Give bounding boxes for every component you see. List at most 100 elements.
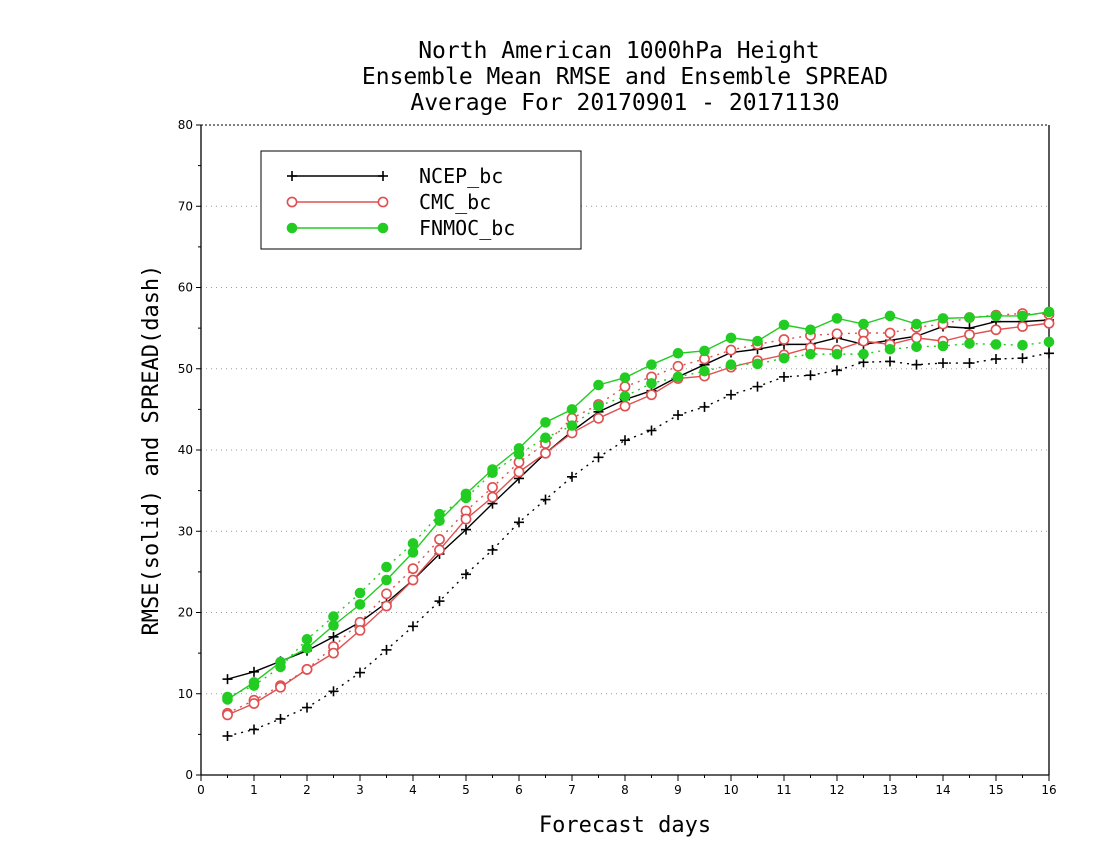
spread-point-CMC_bc-7 (407, 563, 419, 575)
spread-point-CMC_bc-25 (884, 327, 896, 339)
rmse-point-FNMOC_bc-29 (990, 310, 1002, 322)
spread-point-NCEP_bc-5 (355, 667, 365, 678)
rmse-point-FNMOC_bc-28 (964, 312, 975, 323)
spread-point-FNMOC_bc-26 (911, 341, 922, 353)
rmse-point-FNMOC_bc-15 (619, 372, 631, 383)
spread-point-NCEP_bc-26 (911, 359, 922, 370)
rmse-point-FNMOC_bc-20 (752, 335, 763, 347)
rmse-point-CMC_bc-15 (619, 400, 631, 412)
spread-point-NCEP_bc-21 (779, 371, 789, 382)
rmse-point-FNMOC_bc-6 (381, 574, 392, 586)
spread-point-CMC_bc-15 (619, 381, 631, 393)
rmse-point-FNMOC_bc-13 (566, 404, 578, 415)
spread-point-NCEP_bc-19 (726, 389, 736, 400)
spread-point-FNMOC_bc-7 (407, 538, 419, 549)
y-tick-label-20: 20 (178, 606, 193, 620)
spread-line-NCEP_bc (227, 352, 1050, 737)
rmse-point-FNMOC_bc-17 (672, 348, 684, 359)
rmse-point-FNMOC_bc-21 (778, 319, 790, 331)
spread-point-FNMOC_bc-21 (778, 352, 790, 364)
x-tick-label-5: 5 (462, 783, 470, 797)
spread-point-FNMOC_bc-20 (752, 358, 763, 370)
rmse-line-FNMOC_bc (227, 311, 1050, 701)
spread-point-FNMOC_bc-12 (540, 432, 551, 444)
rmse-point-FNMOC_bc-2 (275, 656, 286, 668)
rmse-point-FNMOC_bc-24 (858, 318, 869, 330)
legend-box (260, 150, 582, 250)
spread-point-NCEP_bc-6 (381, 644, 392, 655)
spread-point-NCEP_bc-14 (593, 452, 604, 463)
y-tick-label-10: 10 (178, 687, 193, 701)
series-NCEP_bc (222, 315, 1054, 741)
x-tick-label-1: 1 (250, 783, 258, 797)
x-tick-label-14: 14 (935, 783, 950, 797)
legend-marker-end-FNMOC_bc (377, 222, 389, 234)
x-tick-label-15: 15 (988, 783, 1003, 797)
spread-line-CMC_bc (227, 312, 1050, 714)
rmse-point-FNMOC_bc-4 (328, 620, 339, 631)
rmse-point-CMC_bc-10 (487, 491, 498, 503)
spread-point-FNMOC_bc-18 (699, 365, 710, 377)
spread-point-FNMOC_bc-31 (1043, 336, 1055, 348)
legend-label-FNMOC_bc: FNMOC_bc (419, 216, 515, 240)
spread-point-NCEP_bc-17 (673, 410, 683, 421)
spread-point-CMC_bc-19 (725, 344, 737, 356)
spread-point-CMC_bc-10 (487, 481, 498, 493)
spread-point-FNMOC_bc-6 (381, 561, 392, 573)
x-tick-label-2: 2 (303, 783, 311, 797)
spread-point-FNMOC_bc-28 (964, 338, 975, 349)
spread-point-NCEP_bc-16 (646, 425, 657, 436)
legend-item-FNMOC_bc: FNMOC_bc (286, 216, 515, 240)
spread-point-CMC_bc-8 (434, 533, 445, 545)
rmse-point-CMC_bc-16 (646, 389, 657, 401)
y-axis-label: RMSE(solid) and SPREAD(dash) (139, 265, 164, 636)
x-axis-label: Forecast days (539, 813, 711, 838)
rmse-point-CMC_bc-6 (381, 600, 392, 612)
title-line-2: Ensemble Mean RMSE and Ensemble SPREAD (362, 64, 888, 90)
spread-point-NCEP_bc-8 (434, 596, 445, 607)
rmse-point-CMC_bc-12 (540, 447, 551, 459)
spread-point-FNMOC_bc-4 (328, 611, 339, 622)
rmse-point-CMC_bc-2 (275, 681, 286, 693)
spread-point-NCEP_bc-23 (832, 365, 842, 376)
spread-point-NCEP_bc-22 (805, 370, 816, 381)
spread-point-NCEP_bc-0 (222, 731, 233, 741)
rmse-point-CMC_bc-28 (964, 329, 975, 341)
legend-item-CMC_bc: CMC_bc (286, 190, 491, 214)
spread-point-FNMOC_bc-19 (725, 359, 737, 370)
spread-point-FNMOC_bc-15 (619, 391, 631, 402)
spread-point-CMC_bc-23 (831, 328, 843, 340)
rmse-point-FNMOC_bc-31 (1043, 306, 1055, 318)
legend-marker-start-FNMOC_bc (286, 222, 298, 234)
y-tick-label-50: 50 (178, 362, 193, 376)
spread-point-NCEP_bc-30 (1017, 353, 1028, 364)
spread-point-NCEP_bc-27 (938, 358, 948, 369)
x-tick-label-12: 12 (829, 783, 844, 797)
spread-point-NCEP_bc-25 (885, 356, 895, 367)
rmse-point-FNMOC_bc-18 (699, 345, 710, 357)
spread-point-NCEP_bc-7 (408, 621, 418, 632)
x-tick-label-10: 10 (723, 783, 738, 797)
spread-point-FNMOC_bc-3 (301, 634, 313, 645)
spread-point-NCEP_bc-20 (752, 381, 763, 392)
spread-point-CMC_bc-6 (381, 588, 392, 600)
rmse-point-FNMOC_bc-12 (540, 417, 551, 428)
spread-point-NCEP_bc-11 (514, 517, 524, 528)
x-tick-label-7: 7 (568, 783, 576, 797)
rmse-point-NCEP_bc-1 (249, 666, 259, 677)
x-tick-label-11: 11 (776, 783, 791, 797)
rmse-point-CMC_bc-3 (301, 663, 313, 675)
rmse-point-FNMOC_bc-19 (725, 332, 737, 344)
spread-point-FNMOC_bc-5 (354, 587, 366, 599)
legend-marker-end-CMC_bc (377, 196, 389, 208)
spread-point-NCEP_bc-10 (487, 544, 498, 555)
spread-point-NCEP_bc-18 (699, 401, 710, 412)
spread-point-NCEP_bc-4 (328, 686, 339, 697)
spread-point-NCEP_bc-31 (1044, 348, 1054, 359)
legend-label-CMC_bc: CMC_bc (419, 190, 491, 214)
spread-point-NCEP_bc-29 (991, 354, 1001, 364)
y-tick-label-40: 40 (178, 443, 193, 457)
y-tick-label-70: 70 (178, 199, 193, 213)
